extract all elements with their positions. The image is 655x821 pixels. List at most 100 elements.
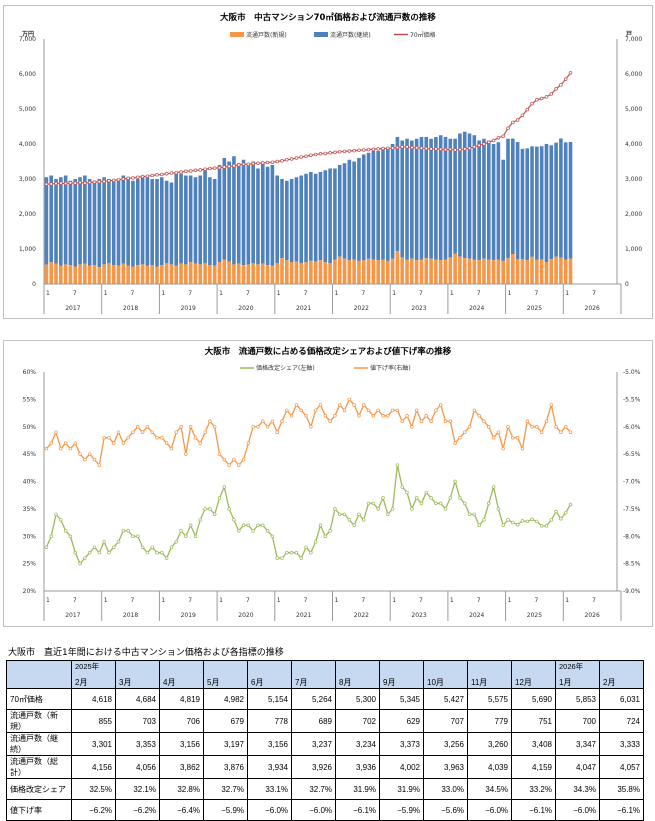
- share-point: [285, 550, 289, 555]
- share-point: [549, 518, 554, 522]
- bar-new: [520, 259, 525, 284]
- price-point: [193, 168, 198, 173]
- share-point: [525, 519, 529, 524]
- discount-point: [121, 441, 126, 445]
- share-point: [265, 529, 270, 533]
- price-point: [323, 151, 328, 156]
- bar-continuing: [515, 142, 520, 260]
- bar-continuing: [309, 172, 313, 261]
- share-point: [246, 523, 251, 528]
- y-right-tick: 6,000: [625, 71, 642, 78]
- table-cell: 4,819: [159, 688, 204, 710]
- bar-new: [424, 258, 429, 284]
- bar-continuing: [563, 142, 568, 260]
- discount-point: [410, 424, 414, 429]
- discount-point: [236, 463, 241, 467]
- share-point: [333, 507, 337, 511]
- table-cell: 724: [599, 709, 644, 733]
- bar-continuing: [92, 180, 97, 266]
- discount-point: [381, 414, 385, 418]
- discount-point: [525, 419, 529, 424]
- column-header: 2026年 1月: [555, 660, 600, 689]
- bar-new: [414, 260, 419, 284]
- price-point: [371, 147, 376, 152]
- column-year: [119, 663, 156, 672]
- price-point: [429, 147, 433, 151]
- column-header: 3月: [115, 660, 160, 689]
- table-cell: 4,057: [599, 755, 644, 779]
- column-year: [251, 663, 288, 672]
- bar-new: [78, 264, 82, 284]
- price-point: [256, 161, 260, 166]
- discount-point: [530, 424, 534, 429]
- month-tick: 7: [188, 597, 192, 604]
- table-title: 大阪市 直近1年間における中古マンション価格および各指標の推移: [8, 648, 284, 658]
- price-point: [472, 145, 477, 149]
- discount-point: [539, 430, 544, 434]
- bar-continuing: [568, 142, 573, 259]
- discount-point: [73, 441, 78, 445]
- table-cell: 4,684: [115, 688, 160, 710]
- bar-new: [313, 261, 318, 284]
- bar-new: [419, 259, 424, 284]
- price-point: [554, 87, 558, 91]
- table-row: 70㎡価格 4,618 4,684 4,819 4,982 5,154 5,264 5,300…: [6, 688, 644, 710]
- bar-continuing: [126, 177, 130, 266]
- bar-new: [265, 265, 270, 284]
- column-header: 6月: [247, 660, 292, 689]
- share-point: [164, 556, 169, 560]
- month-tick: 7: [131, 290, 135, 297]
- price-point: [59, 181, 63, 185]
- discount-point: [227, 463, 231, 467]
- price-point: [145, 174, 150, 178]
- share-point: [222, 485, 227, 489]
- table-cell: −6.0%: [467, 799, 512, 821]
- bar-continuing: [530, 146, 534, 257]
- month-tick: 7: [419, 597, 423, 604]
- table-cell: 3,926: [291, 755, 336, 779]
- price-point: [318, 152, 323, 156]
- bar-continuing: [366, 152, 371, 259]
- bar-continuing: [443, 137, 448, 260]
- bar-new: [385, 260, 390, 284]
- share-point: [438, 501, 443, 506]
- discount-point: [386, 414, 390, 418]
- price-point: [107, 179, 111, 183]
- discount-point: [448, 419, 453, 424]
- legend-share: 価格改定シェア(左軸): [256, 364, 315, 372]
- bar-new: [193, 263, 198, 284]
- month-tick: 1: [104, 290, 108, 297]
- bar-new: [222, 259, 227, 284]
- year-label: 2018: [123, 612, 138, 619]
- year-label: 2022: [354, 612, 369, 619]
- month-tick: 1: [508, 597, 512, 604]
- bar-continuing: [371, 151, 376, 260]
- discount-point: [333, 414, 337, 418]
- bar-new: [467, 258, 472, 284]
- bar-continuing: [342, 163, 347, 259]
- row-label: 流通戸数（継続）: [6, 732, 72, 756]
- y-right-unit: 戸: [626, 30, 632, 38]
- bar-continuing: [318, 172, 323, 261]
- discount-point: [535, 424, 539, 429]
- price-point: [68, 181, 73, 185]
- bar-continuing: [236, 163, 241, 264]
- share-point: [275, 556, 279, 560]
- price-point: [246, 162, 251, 167]
- bar-continuing: [222, 158, 227, 260]
- price-point: [381, 146, 385, 151]
- month-tick: 1: [219, 290, 223, 297]
- discount-point: [357, 414, 361, 418]
- discount-point: [559, 430, 563, 434]
- bar-new: [174, 265, 179, 284]
- share-point: [443, 507, 448, 511]
- discount-point: [261, 419, 265, 424]
- bar-continuing: [68, 180, 73, 266]
- table-cell: 3,353: [115, 732, 160, 756]
- bar-new: [328, 263, 332, 284]
- bar-new: [212, 265, 217, 284]
- table-cell: −5.9%: [203, 799, 248, 821]
- bar-new: [131, 266, 135, 284]
- bar-new: [357, 260, 361, 284]
- bar-new: [121, 263, 126, 284]
